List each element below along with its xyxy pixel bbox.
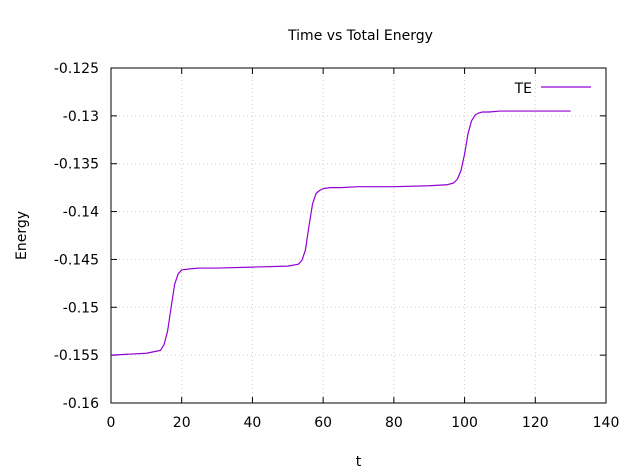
grid — [111, 68, 606, 403]
ticks: 0 20 40 60 80 100 120 140 -0.16 -0.155 -0.15 -0.145… — [54, 61, 620, 431]
x-tick-label: 80 — [385, 415, 403, 431]
series-line-te — [110, 110, 571, 356]
y-tick-label: -0.14 — [63, 205, 99, 221]
x-tick-label: 140 — [593, 415, 620, 431]
legend-label-te: TE — [514, 81, 532, 97]
y-tick-label: -0.13 — [63, 109, 99, 125]
x-tick-label: 20 — [173, 415, 191, 431]
y-tick-label: -0.16 — [63, 396, 99, 412]
plot-frame — [110, 67, 607, 404]
series — [110, 110, 571, 356]
x-tick-label: 60 — [314, 415, 332, 431]
y-axis-label: Energy — [14, 211, 30, 260]
chart-title: Time vs Total Energy — [287, 28, 433, 44]
y-tick-label: -0.155 — [54, 348, 99, 364]
y-tick-label: -0.125 — [54, 61, 99, 77]
x-tick-label: 0 — [107, 415, 116, 431]
y-tick-label: -0.145 — [54, 252, 99, 268]
y-tick-label: -0.15 — [63, 300, 99, 316]
x-tick-label: 100 — [451, 415, 478, 431]
x-tick-label: 120 — [522, 415, 549, 431]
legend: TE — [514, 81, 591, 97]
y-tick-label: -0.135 — [54, 157, 99, 173]
x-axis-label: t — [356, 454, 362, 470]
x-tick-label: 40 — [244, 415, 262, 431]
